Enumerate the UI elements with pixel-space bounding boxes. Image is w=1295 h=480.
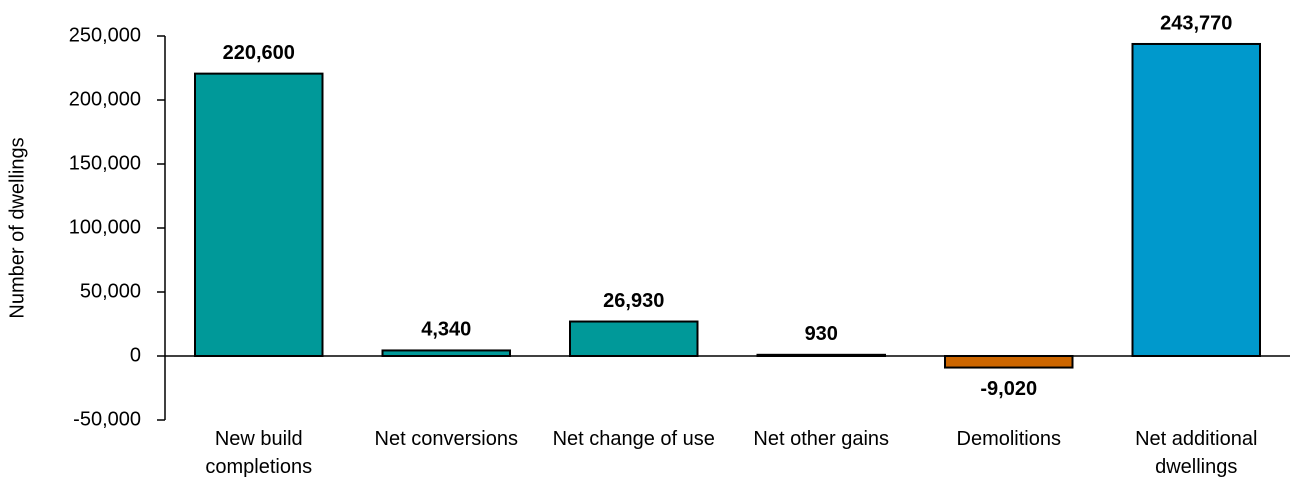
x-tick-label: New build completions (205, 428, 312, 478)
value-label: 243,770 (1160, 12, 1232, 34)
y-tick-label: 150,000 (69, 152, 141, 174)
y-tick-label: 100,000 (69, 216, 141, 238)
y-tick-label: -50,000 (73, 408, 141, 430)
bar (944, 355, 1074, 369)
value-label: 26,930 (603, 290, 664, 312)
bar (194, 72, 324, 358)
bar (1131, 42, 1261, 358)
bar (381, 349, 511, 357)
value-label: -9,020 (980, 378, 1037, 400)
value-label: 220,600 (223, 42, 295, 64)
x-tick-label: Net change of use (553, 428, 715, 450)
x-tick-label: Net conversions (375, 428, 518, 450)
y-tick-label: 50,000 (80, 280, 141, 302)
y-tick-label: 0 (130, 344, 141, 366)
y-tick-label: 200,000 (69, 88, 141, 110)
y-tick-label: 250,000 (69, 24, 141, 46)
value-label: 4,340 (421, 319, 471, 341)
x-tick-label: Demolitions (957, 428, 1061, 450)
value-label: 930 (805, 323, 838, 345)
bar (756, 353, 886, 358)
x-tick-label: Net additional dwellings (1135, 428, 1257, 478)
y-axis-title: Number of dwellings (6, 137, 28, 318)
x-tick-label: Net other gains (753, 428, 889, 450)
bar (569, 320, 699, 358)
